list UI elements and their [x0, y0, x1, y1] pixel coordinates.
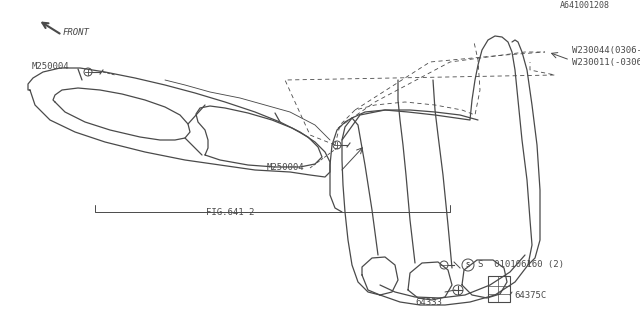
Text: 64375C: 64375C	[514, 291, 547, 300]
Text: W230044(0306-): W230044(0306-)	[572, 45, 640, 54]
Text: M250004: M250004	[31, 62, 69, 71]
Text: FRONT: FRONT	[63, 28, 90, 37]
Text: 64333: 64333	[415, 298, 442, 307]
Text: S  010106160 (2): S 010106160 (2)	[478, 260, 564, 269]
Text: W230011(-0306): W230011(-0306)	[572, 58, 640, 67]
Bar	[488, 276, 510, 302]
Text: S: S	[466, 262, 470, 268]
Text: FIG.641-2: FIG.641-2	[206, 208, 254, 217]
Text: M250004: M250004	[266, 163, 304, 172]
Text: A641001208: A641001208	[560, 1, 610, 10]
